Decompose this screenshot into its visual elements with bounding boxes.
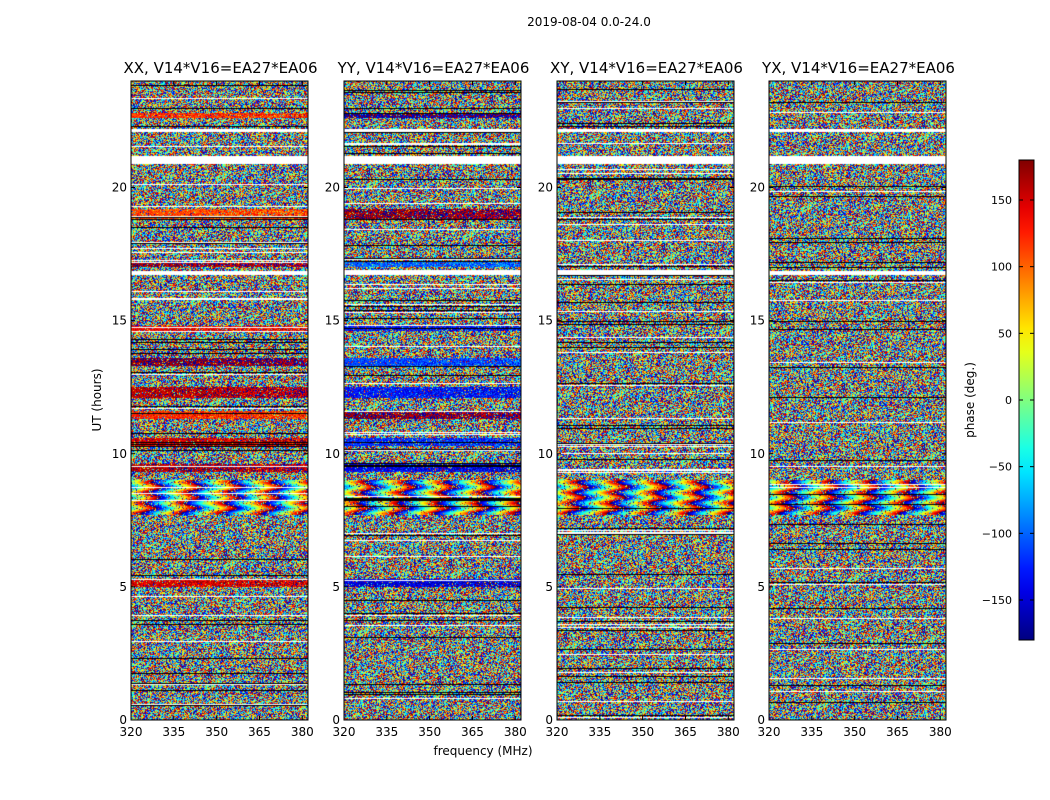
panel-2-ytick-label: 5	[332, 580, 340, 594]
panels-group: XX, V14*V16=EA27*EA06 320 335 350 365 380 0 5 10…	[112, 59, 955, 739]
panel-4-title: YX, V14*V16=EA27*EA06	[761, 59, 955, 77]
panel-1-xtick-label: 335	[162, 725, 185, 739]
colorbar-tick-label: 100	[991, 261, 1012, 274]
panel-2-ytick-label: 20	[325, 181, 340, 195]
panel-2-frame	[343, 80, 522, 721]
panel-2-xtick-label: 380	[504, 725, 527, 739]
panel-3-frame	[556, 80, 735, 721]
colorbar-tick-label: 0	[1005, 394, 1012, 407]
panel-3-xtick-label: 335	[588, 725, 611, 739]
figure-suptitle: 2019-08-04 0.0-24.0	[527, 15, 651, 29]
panel-1-xtick-label: 320	[120, 725, 143, 739]
panel-3-xtick-label: 380	[717, 725, 740, 739]
panel-1-heatmap	[131, 81, 308, 720]
panel-1-title: XX, V14*V16=EA27*EA06	[123, 59, 317, 77]
panel-3-ytick-label: 10	[538, 447, 553, 461]
panel-1-ytick-label: 10	[112, 447, 127, 461]
panel-4-ytick-label: 5	[757, 580, 765, 594]
panel-2-xtick-label: 320	[333, 725, 356, 739]
colorbar-tick-label: 50	[998, 327, 1012, 340]
panel-4-ytick-label: 20	[750, 181, 765, 195]
x-axis-label: frequency (MHz)	[433, 744, 532, 758]
panel-1-ytick-label: 0	[119, 713, 127, 727]
panel-1-ytick-label: 5	[119, 580, 127, 594]
panel-3-xtick-label: 350	[631, 725, 654, 739]
y-axis-label: UT (hours)	[90, 368, 104, 431]
panel-1-xtick-label: 365	[248, 725, 271, 739]
panel-4-frame	[768, 80, 947, 721]
panel-2: YY, V14*V16=EA27*EA06 320 335 350 365 380 0 5 10…	[325, 59, 530, 739]
panel-4-xtick-label: 365	[886, 725, 909, 739]
panel-4-xtick-label: 350	[843, 725, 866, 739]
panel-3-xtick-label: 320	[546, 725, 569, 739]
panel-4-ytick-label: 15	[750, 314, 765, 328]
panel-4-xtick-label: 335	[800, 725, 823, 739]
panel-4-ytick-label: 10	[750, 447, 765, 461]
panel-3-title: XY, V14*V16=EA27*EA06	[550, 59, 743, 77]
panel-1-frame	[130, 80, 309, 721]
panel-2-ytick-label: 15	[325, 314, 340, 328]
panel-4-xtick-label: 380	[929, 725, 952, 739]
panel-3-ytick-label: 0	[545, 713, 553, 727]
colorbar-tick-label: 150	[991, 194, 1012, 207]
colorbar-tick-label: −50	[989, 461, 1012, 474]
panel-4-ytick-label: 0	[757, 713, 765, 727]
colorbar-label: phase (deg.)	[963, 362, 977, 438]
panel-1-ytick-label: 15	[112, 314, 127, 328]
panel-3-ytick-label: 15	[538, 314, 553, 328]
colorbar-tick-label: −150	[982, 594, 1012, 607]
panel-2-title: YY, V14*V16=EA27*EA06	[337, 59, 530, 77]
panel-4: YX, V14*V16=EA27*EA06 320 335 350 365 380 0 5 10…	[750, 59, 955, 739]
panel-2-heatmap	[344, 81, 521, 720]
panel-3-ytick-label: 20	[538, 181, 553, 195]
panel-4-heatmap	[769, 81, 946, 720]
colorbar: 150 100 50 0 −50 −100 −150	[982, 159, 1035, 641]
colorbar-tick-label: −100	[982, 527, 1012, 540]
panel-2-ytick-label: 10	[325, 447, 340, 461]
panel-3-xtick-label: 365	[674, 725, 697, 739]
panel-1-xtick-label: 350	[205, 725, 228, 739]
panel-3: XY, V14*V16=EA27*EA06 320 335 350 365 380 0 5 10…	[538, 59, 743, 739]
panel-2-xtick-label: 335	[375, 725, 398, 739]
panel-3-heatmap	[557, 81, 734, 720]
panel-1-ytick-label: 20	[112, 181, 127, 195]
panel-2-xtick-label: 350	[418, 725, 441, 739]
panel-2-xtick-label: 365	[461, 725, 484, 739]
panel-3-ytick-label: 5	[545, 580, 553, 594]
panel-4-xtick-label: 320	[758, 725, 781, 739]
panel-2-ytick-label: 0	[332, 713, 340, 727]
panel-1: XX, V14*V16=EA27*EA06 320 335 350 365 380 0 5 10…	[112, 59, 318, 739]
panel-1-xtick-label: 380	[291, 725, 314, 739]
